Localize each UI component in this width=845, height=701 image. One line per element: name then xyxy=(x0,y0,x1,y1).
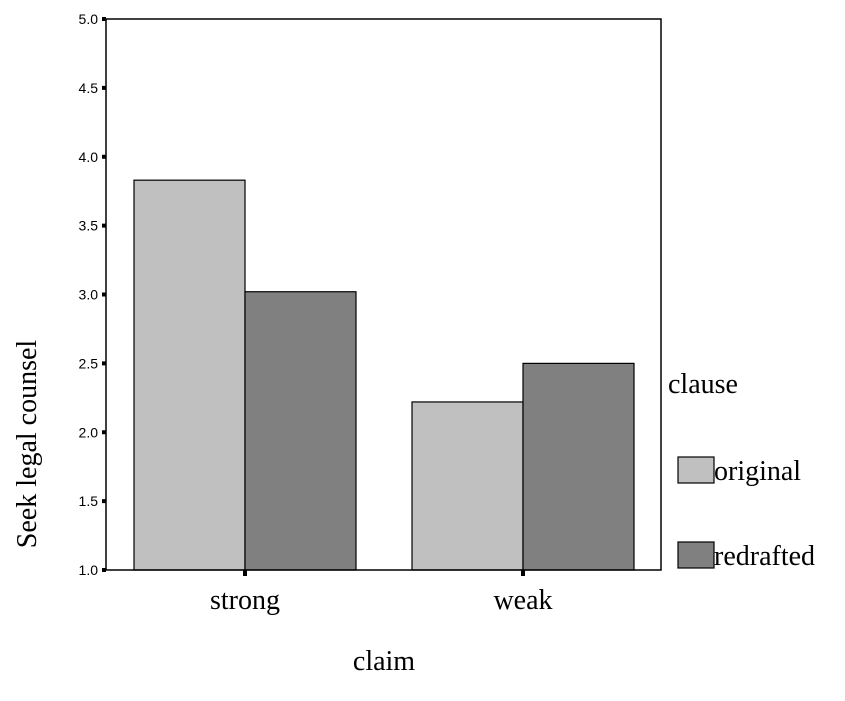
y-tick-label: 2.5 xyxy=(79,355,99,371)
legend-label-redrafted: redrafted xyxy=(714,541,815,572)
x-axis-title: claim xyxy=(353,646,415,677)
bar-original-weak xyxy=(411,401,524,571)
x-axis-categories: strong weak xyxy=(210,570,553,616)
legend: clause original redrafted xyxy=(668,369,815,572)
y-axis-ticks: 1.0 1.5 2.0 2.5 3.0 3.5 4.0 4.5 5.0 xyxy=(79,11,106,578)
legend-label-original: original xyxy=(714,456,801,487)
legend-swatch-redrafted xyxy=(677,541,715,569)
y-tick-label: 4.0 xyxy=(79,149,99,165)
y-tick-label: 4.5 xyxy=(79,80,99,96)
x-tick-label: weak xyxy=(493,585,552,616)
legend-title: clause xyxy=(668,369,738,400)
y-tick-label: 1.5 xyxy=(79,493,99,509)
legend-swatch-original xyxy=(677,456,715,484)
y-tick-label: 3.5 xyxy=(79,218,99,234)
y-tick-label: 2.0 xyxy=(79,424,99,440)
y-axis-title: Seek legal counsel xyxy=(12,340,43,549)
bars-layer xyxy=(133,179,635,571)
bar-redrafted-weak xyxy=(522,362,635,571)
y-tick-label: 1.0 xyxy=(79,562,99,578)
legend-items: original redrafted xyxy=(677,456,815,572)
bar-original-strong xyxy=(133,179,246,571)
y-tick-label: 3.0 xyxy=(79,287,99,303)
y-tick-label: 5.0 xyxy=(79,11,99,27)
bar-redrafted-strong xyxy=(244,291,357,571)
x-tick-label: strong xyxy=(210,585,280,616)
